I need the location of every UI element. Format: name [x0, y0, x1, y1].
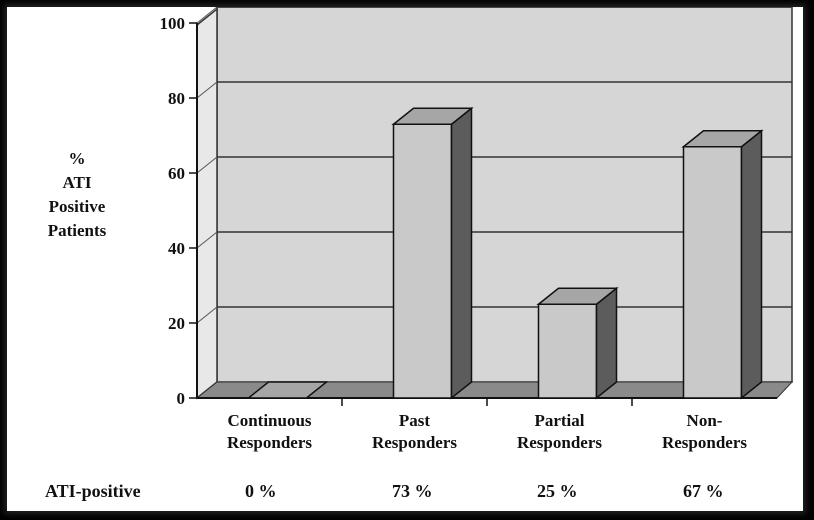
- chart-side-wall: [196, 7, 218, 400]
- footer-row-label: ATI-positive: [45, 481, 141, 501]
- y-axis-label-line: Positive: [48, 197, 106, 216]
- y-axis-label-line: ATI: [62, 173, 92, 192]
- x-tick-label: Responders: [227, 433, 312, 452]
- x-tick-label: Partial: [534, 411, 584, 430]
- bar-side: [740, 129, 763, 400]
- gridline-depth: [196, 156, 218, 174]
- footer-value: 67 %: [683, 481, 724, 501]
- bar-top: [391, 107, 474, 125]
- footer-value: 73 %: [392, 481, 433, 501]
- gridline-depth: [196, 306, 218, 324]
- y-tick-label: 60: [168, 164, 185, 183]
- x-tick-label: Past: [399, 411, 431, 430]
- footer-value: 0 %: [245, 481, 277, 501]
- bar: [392, 123, 453, 399]
- y-tick-label: 100: [160, 14, 186, 33]
- y-tick-label: 80: [168, 89, 185, 108]
- bar-side: [450, 106, 473, 400]
- bar-side: [595, 286, 618, 400]
- bar-top: [536, 287, 619, 305]
- y-axis-label-line: Patients: [47, 221, 107, 240]
- gridline-depth: [196, 7, 218, 24]
- gridline-depth: [196, 231, 218, 249]
- footer-value: 25 %: [537, 481, 578, 501]
- x-tick-label: Responders: [517, 433, 602, 452]
- chart-frame: 0 20 40 60 80 100 Continuous Responders Past Resp…: [7, 7, 803, 511]
- x-tick-label: Continuous: [227, 411, 311, 430]
- x-tick-label: Non-: [687, 411, 723, 430]
- bar-top: [681, 130, 764, 148]
- gridline-depth: [196, 81, 218, 99]
- x-tick-label: Responders: [662, 433, 747, 452]
- bar-chart: 0 20 40 60 80 100 Continuous Responders Past Resp…: [160, 7, 794, 452]
- bar-top: [246, 381, 329, 399]
- bar: [682, 146, 743, 399]
- y-tick-label: 0: [177, 389, 186, 408]
- y-axis-label: % ATI Positive Patients: [27, 147, 127, 243]
- y-tick-label: 40: [168, 239, 185, 258]
- bar: [537, 303, 598, 399]
- x-tick-label: Responders: [372, 433, 457, 452]
- y-axis-label-line: %: [68, 149, 86, 168]
- y-tick-label: 20: [168, 314, 185, 333]
